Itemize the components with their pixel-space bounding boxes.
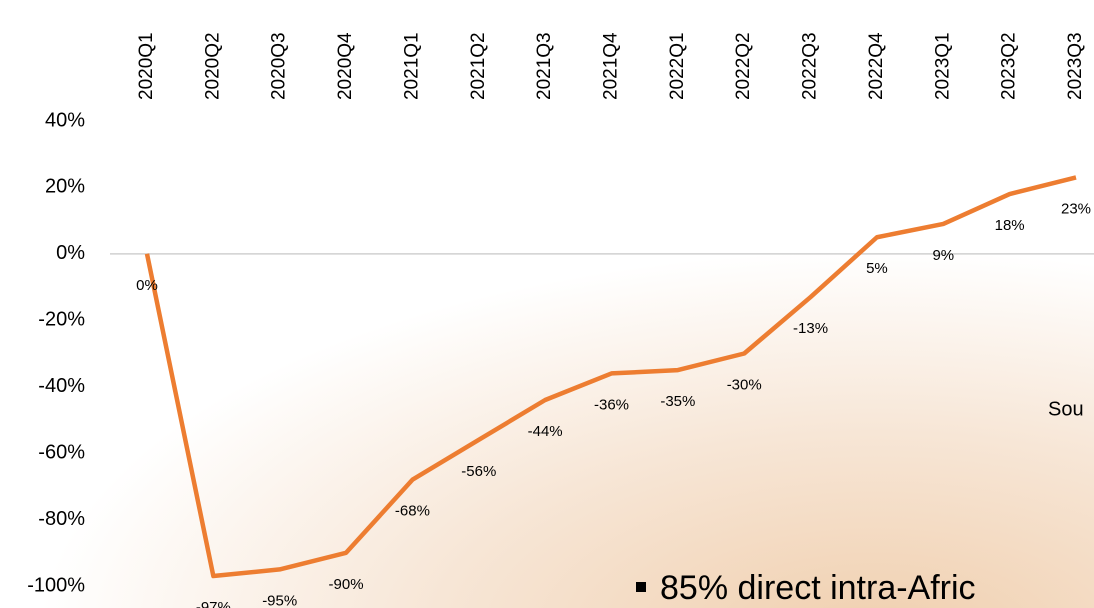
data-label: 9% bbox=[932, 247, 954, 264]
x-tick-label: 2023Q3 bbox=[1065, 32, 1086, 100]
data-label: -95% bbox=[262, 592, 297, 608]
x-tick-label: 2020Q3 bbox=[269, 32, 290, 100]
x-tick-label: 2021Q3 bbox=[534, 32, 555, 100]
data-label: -44% bbox=[528, 423, 563, 440]
y-tick-label: 0% bbox=[56, 242, 85, 264]
y-tick-label: -20% bbox=[38, 309, 85, 331]
x-tick-label: 2021Q2 bbox=[468, 32, 489, 100]
data-label: 18% bbox=[995, 217, 1025, 234]
y-tick-label: -60% bbox=[38, 441, 85, 463]
x-tick-label: 2023Q1 bbox=[932, 32, 953, 100]
x-tick-label: 2022Q4 bbox=[866, 32, 887, 100]
y-tick-label: 40% bbox=[45, 109, 85, 131]
x-tick-label: 2022Q3 bbox=[800, 32, 821, 100]
x-tick-label: 2022Q1 bbox=[667, 32, 688, 100]
data-label: -30% bbox=[727, 376, 762, 393]
data-label: -35% bbox=[660, 393, 695, 410]
y-tick-label: -40% bbox=[38, 375, 85, 397]
x-tick-label: 2022Q2 bbox=[733, 32, 754, 100]
y-tick-label: -80% bbox=[38, 508, 85, 530]
data-label: -56% bbox=[461, 463, 496, 480]
x-tick-label: 2020Q4 bbox=[335, 32, 356, 100]
bullet bbox=[636, 582, 646, 592]
y-tick-label: 20% bbox=[45, 176, 85, 198]
data-label: 23% bbox=[1061, 200, 1091, 217]
data-label: -36% bbox=[594, 396, 629, 413]
line-series bbox=[144, 175, 1077, 579]
data-label: -68% bbox=[395, 503, 430, 520]
bullet-text: 85% direct intra-Afric bbox=[660, 569, 976, 607]
x-tick-label: 2021Q4 bbox=[601, 32, 622, 100]
data-label: 0% bbox=[136, 277, 158, 294]
x-tick-label: 2020Q1 bbox=[136, 32, 157, 100]
source-note: Sou bbox=[1048, 398, 1084, 420]
x-tick-label: 2021Q1 bbox=[401, 32, 422, 100]
y-tick-label: -100% bbox=[27, 574, 85, 596]
data-label: 5% bbox=[866, 260, 888, 277]
data-label: -13% bbox=[793, 320, 828, 337]
x-tick-label: 2023Q2 bbox=[999, 32, 1020, 100]
x-tick-label: 2020Q2 bbox=[202, 32, 223, 100]
data-label: -97% bbox=[196, 599, 231, 608]
data-label: -90% bbox=[329, 576, 364, 593]
